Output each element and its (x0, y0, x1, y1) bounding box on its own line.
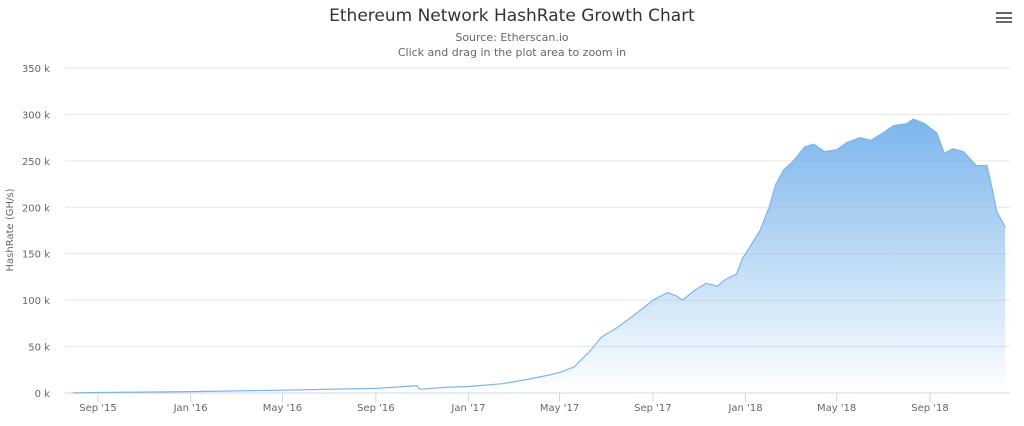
y-axis-title: HashRate (GH/s) (5, 188, 16, 271)
chart-subtitle: Source: Etherscan.io Click and drag in t… (0, 30, 1024, 60)
x-tick-label: Sep '17 (634, 403, 672, 414)
x-tick-label: May '16 (263, 403, 302, 414)
y-tick-label: 150 k (22, 250, 50, 261)
x-tick-label: Jan '16 (173, 403, 208, 414)
x-tick-label: May '18 (817, 403, 856, 414)
y-tick-label: 200 k (22, 203, 50, 214)
hashrate-series-line (72, 118, 1006, 394)
x-tick-label: May '17 (540, 403, 579, 414)
y-tick-label: 0 k (35, 389, 51, 400)
hashrate-area-fill (72, 119, 1006, 393)
chart-title: Ethereum Network HashRate Growth Chart (329, 6, 695, 26)
zoom-hint: Click and drag in the plot area to zoom … (397, 46, 627, 59)
y-tick-label: 300 k (22, 110, 50, 121)
x-tick-label: Jan '17 (450, 403, 485, 414)
y-tick-label: 250 k (22, 157, 50, 168)
hamburger-menu-icon[interactable] (996, 12, 1012, 26)
y-tick-label: 100 k (22, 296, 50, 307)
x-tick-label: Jan '18 (727, 403, 762, 414)
source-text: Source: Etherscan.io (455, 31, 569, 44)
y-tick-label: 50 k (28, 343, 50, 354)
y-tick-label: 350 k (22, 64, 50, 75)
x-tick-label: Sep '16 (357, 403, 395, 414)
x-tick-label: Sep '18 (911, 403, 949, 414)
x-tick-label: Sep '15 (79, 403, 117, 414)
